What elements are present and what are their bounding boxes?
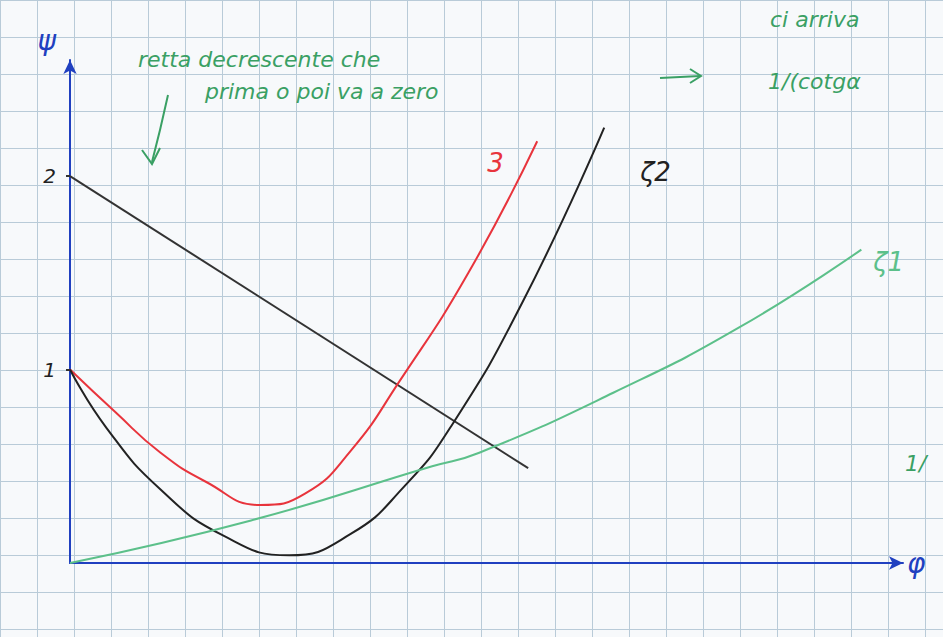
svg-text:ψ: ψ [38,24,57,57]
svg-text:ζ1: ζ1 [872,247,904,277]
svg-text:φ: φ [907,547,926,580]
svg-text:1/: 1/ [905,451,929,476]
svg-text:1/(cotgα: 1/(cotgα [768,69,861,94]
svg-text:2: 2 [43,164,56,188]
svg-text:ci arriva: ci arriva [770,7,859,32]
svg-text:prima o poi va a zero: prima o poi va a zero [204,79,439,104]
svg-text:3: 3 [487,148,504,178]
svg-text:ζ2: ζ2 [639,157,671,187]
svg-text:1: 1 [43,358,56,382]
svg-text:retta decrescente che: retta decrescente che [138,47,380,72]
